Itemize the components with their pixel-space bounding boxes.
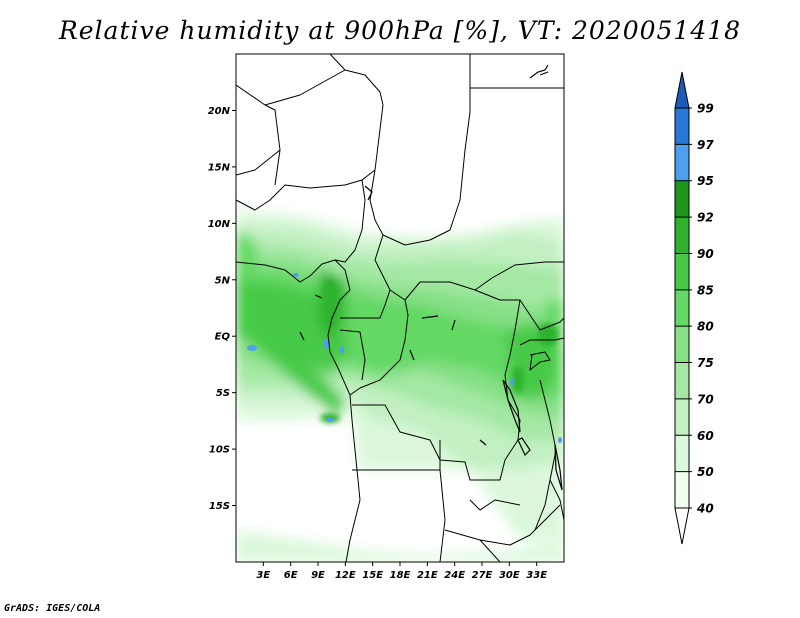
colorbar-label: 99	[697, 102, 714, 116]
lon-tick-label: 12E	[335, 570, 356, 581]
colorbar-segment	[675, 326, 689, 363]
longitude-axis: 3E 6E 9E 12E 15E 18E 21E 24E 27E 30E 33E	[256, 562, 547, 581]
lon-tick-label: 27E	[472, 570, 493, 581]
latitude-axis: 20N 15N 10N 5N EQ 5S 10S 15S	[208, 106, 236, 512]
colorbar-label: 85	[697, 283, 714, 297]
grads-credit: GrADS: IGES/COLA	[4, 603, 101, 614]
lon-tick-label: 9E	[311, 570, 325, 581]
lon-tick-label: 33E	[526, 570, 547, 581]
lon-tick-label: 24E	[444, 570, 465, 581]
lon-tick-label: 15E	[362, 570, 383, 581]
colorbar-top-arrow	[674, 71, 690, 109]
colorbar-label: 70	[697, 392, 714, 406]
lat-tick-label: 10S	[209, 445, 230, 456]
colorbar-segment	[675, 144, 689, 181]
lon-tick-label: 30E	[499, 570, 520, 581]
map-title: Relative humidity at 900hPa [%], VT: 202…	[58, 16, 742, 45]
lon-tick-label: 21E	[417, 570, 438, 581]
colorbar-segment	[675, 217, 689, 254]
lat-tick-label: 5N	[215, 275, 231, 286]
humidity-field	[236, 54, 564, 562]
lon-tick-label: 3E	[256, 570, 270, 581]
colorbar-label: 60	[697, 429, 714, 443]
lon-tick-label: 6E	[284, 570, 298, 581]
country-borders	[236, 54, 564, 562]
colorbar-segment	[675, 362, 689, 399]
lat-tick-label: EQ	[215, 332, 231, 343]
colorbar-label: 50	[697, 465, 714, 479]
colorbar-label: 90	[697, 247, 714, 261]
colorbar-label: 92	[697, 211, 714, 225]
lat-tick-label: 15S	[209, 501, 230, 512]
colorbar-segment	[675, 108, 689, 145]
colorbar-label: 75	[697, 356, 714, 370]
lon-tick-label: 18E	[390, 570, 411, 581]
colorbar-label: 80	[697, 320, 714, 334]
lat-tick-label: 15N	[208, 162, 231, 173]
colorbar-label: 97	[697, 138, 714, 152]
colorbar-label: 40	[696, 502, 714, 516]
colorbar-segment	[675, 253, 689, 290]
colorbar-label: 95	[697, 174, 714, 188]
colorbar-segment	[675, 398, 689, 436]
lat-tick-label: 20N	[208, 106, 231, 117]
humidity-map-figure: 20N 15N 10N 5N EQ 5S 10S 15S 3E 6E 9E 12E 15E 18E 21E…	[208, 53, 714, 581]
lat-tick-label: 10N	[208, 219, 231, 230]
colorbar-segment	[675, 180, 689, 218]
colorbar-segment	[675, 435, 689, 472]
lat-tick-label: 5S	[216, 388, 230, 399]
colorbar-segment	[675, 289, 689, 327]
colorbar: 40 50 60 70 75 80 85 90 92 95 97 99	[674, 71, 714, 545]
colorbar-segment	[675, 471, 689, 508]
colorbar-bottom-arrow	[674, 507, 690, 545]
